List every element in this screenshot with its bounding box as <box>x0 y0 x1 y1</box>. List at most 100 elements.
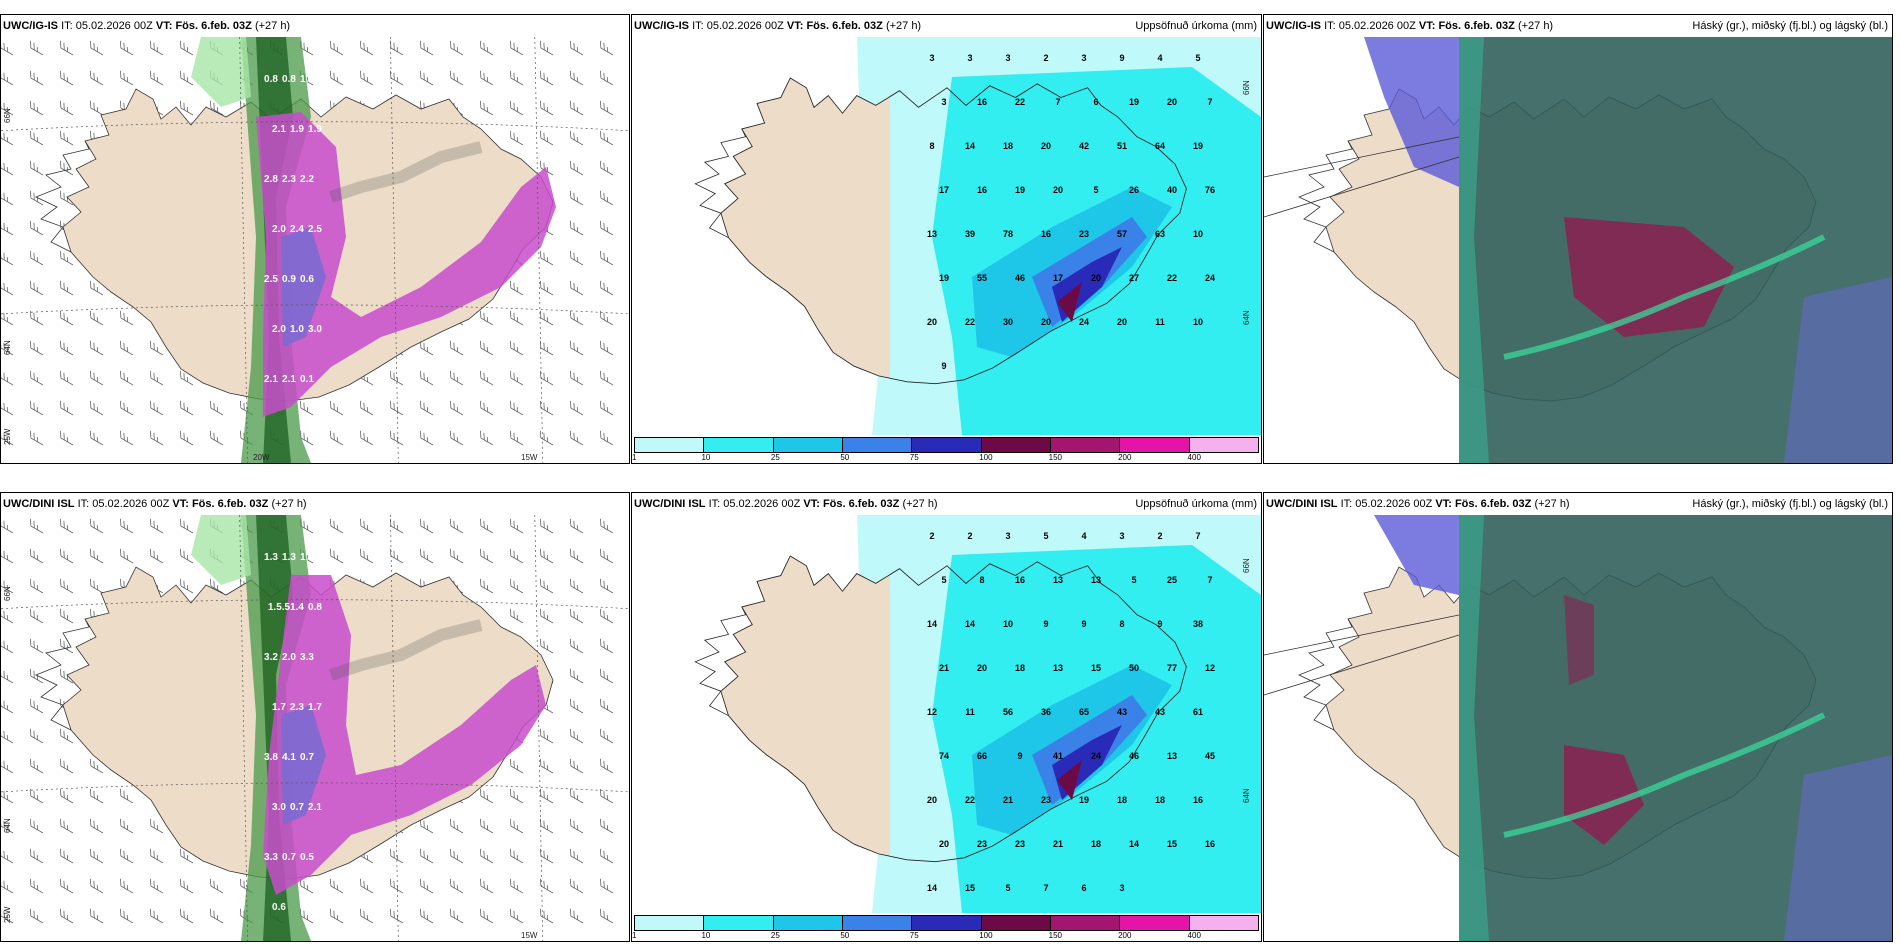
wind-barb <box>390 400 404 416</box>
wind-barb <box>60 548 74 564</box>
longitude-line <box>390 515 399 941</box>
wind-barb <box>1 608 14 624</box>
westfjords-coast <box>1298 140 1353 253</box>
lead-time: (+27 h) <box>885 20 922 32</box>
it-value: 05.02.2026 00Z <box>75 20 153 32</box>
longitude-line <box>239 515 248 941</box>
precip-amount-value: 1.9 <box>290 124 304 135</box>
wind-barb <box>30 40 44 56</box>
wind-barb <box>600 310 614 326</box>
wind-barb <box>180 70 194 86</box>
accum-amount-value: 22 <box>1167 273 1177 283</box>
wind-barb <box>570 758 584 774</box>
accum-amount-value: 7 <box>1055 97 1060 107</box>
wind-barb <box>600 280 614 296</box>
accum-amount-value: 63 <box>1155 229 1165 239</box>
wind-barb <box>60 190 74 206</box>
model-label: UWC/DINI ISL <box>1266 498 1338 510</box>
accum-amount-value: 74 <box>939 751 949 761</box>
wind-barb <box>510 280 524 296</box>
longitude-line <box>534 515 544 941</box>
accum-amount-value: 14 <box>1129 839 1139 849</box>
accum-amount-value: 12 <box>1205 663 1215 673</box>
it-label: IT: <box>692 20 704 32</box>
accum-amount-value: 36 <box>1041 707 1051 717</box>
precip-amount-value: 1.7 <box>272 702 286 713</box>
wind-barb <box>30 340 44 356</box>
heavy-snow-core <box>281 227 326 347</box>
wind-barb <box>540 758 554 774</box>
wind-barb <box>360 908 374 924</box>
wind-barb <box>180 908 194 924</box>
wind-barb <box>180 370 194 386</box>
accum-amount-value: 5 <box>941 575 946 585</box>
wind-barb <box>60 608 74 624</box>
wind-barb <box>600 430 614 446</box>
wind-barb <box>510 430 524 446</box>
wind-barb <box>450 370 464 386</box>
heavy-snow-core <box>281 705 326 825</box>
wind-barb <box>540 878 554 894</box>
accum-amount-value: 3 <box>1081 53 1086 63</box>
model-label: UWC/DINI ISL <box>634 498 706 510</box>
wind-barb <box>570 430 584 446</box>
wind-barb <box>120 848 134 864</box>
wind-barb <box>600 220 614 236</box>
precip-100-150 <box>1057 760 1082 800</box>
wind-barb <box>510 130 524 146</box>
wind-barb <box>330 908 344 924</box>
accum-amount-value: 9 <box>941 361 946 371</box>
wind-barb <box>570 280 584 296</box>
panel-igis-cloud-cover: UWC/IG-IS IT: 05.02.2026 00Z VT: Fös. 6.… <box>1263 14 1893 464</box>
wind-barb <box>600 758 614 774</box>
vt-label: VT: <box>172 498 189 510</box>
accum-amount-value: 46 <box>1015 273 1025 283</box>
model-label: UWC/IG-IS <box>1266 20 1321 32</box>
precip-amount-value: 3.2 <box>264 652 278 663</box>
wind-barb <box>420 430 434 446</box>
accum-amount-value: 14 <box>927 619 937 629</box>
map-precip-type: 0.8 0.8 1.1 2.1 1.9 1.9 2.8 2.3 2.2 2.0 2.4 2.5 2.5 0… <box>1 37 629 463</box>
colorbar-cell <box>1050 916 1121 930</box>
accum-amount-value: 39 <box>965 229 975 239</box>
wind-barb <box>600 40 614 56</box>
panel-title: Uppsöfnuð úrkoma (mm) <box>1135 20 1257 32</box>
accum-amount-value: 25 <box>1167 575 1177 585</box>
accum-amount-value: 8 <box>1119 619 1124 629</box>
map-canvas <box>1264 37 1892 463</box>
wind-barb <box>480 310 494 326</box>
wind-barb <box>1 548 14 564</box>
colorbar-cell <box>635 438 705 452</box>
longitude-label: 20W <box>253 453 270 462</box>
accum-amount-value: 24 <box>1091 751 1101 761</box>
wind-barb <box>540 788 554 804</box>
wind-barb <box>180 878 194 894</box>
wind-barb <box>300 400 314 416</box>
wind-barb <box>60 848 74 864</box>
wind-barb <box>1 400 14 416</box>
accum-amount-value: 5 <box>1195 53 1200 63</box>
wind-barb <box>420 40 434 56</box>
wind-barb <box>480 400 494 416</box>
wind-barb <box>600 908 614 924</box>
accum-amount-value: 40 <box>1167 185 1177 195</box>
wind-barb <box>600 668 614 684</box>
map-canvas <box>1264 515 1892 941</box>
wind-barb <box>330 518 344 534</box>
wind-barb <box>480 340 494 356</box>
wind-barb <box>60 100 74 116</box>
accum-amount-value: 50 <box>1129 663 1139 673</box>
wind-barb <box>450 848 464 864</box>
wind-barb <box>90 340 104 356</box>
wind-barb <box>1 190 14 206</box>
wind-barb <box>90 310 104 326</box>
wind-barb <box>180 548 194 564</box>
wind-barb <box>570 250 584 266</box>
wind-barb <box>570 220 584 236</box>
wind-barb <box>120 340 134 356</box>
wind-barb <box>1 220 14 236</box>
colorbar-cell <box>773 916 843 930</box>
precip-amount-value: 2.1 <box>264 374 278 385</box>
